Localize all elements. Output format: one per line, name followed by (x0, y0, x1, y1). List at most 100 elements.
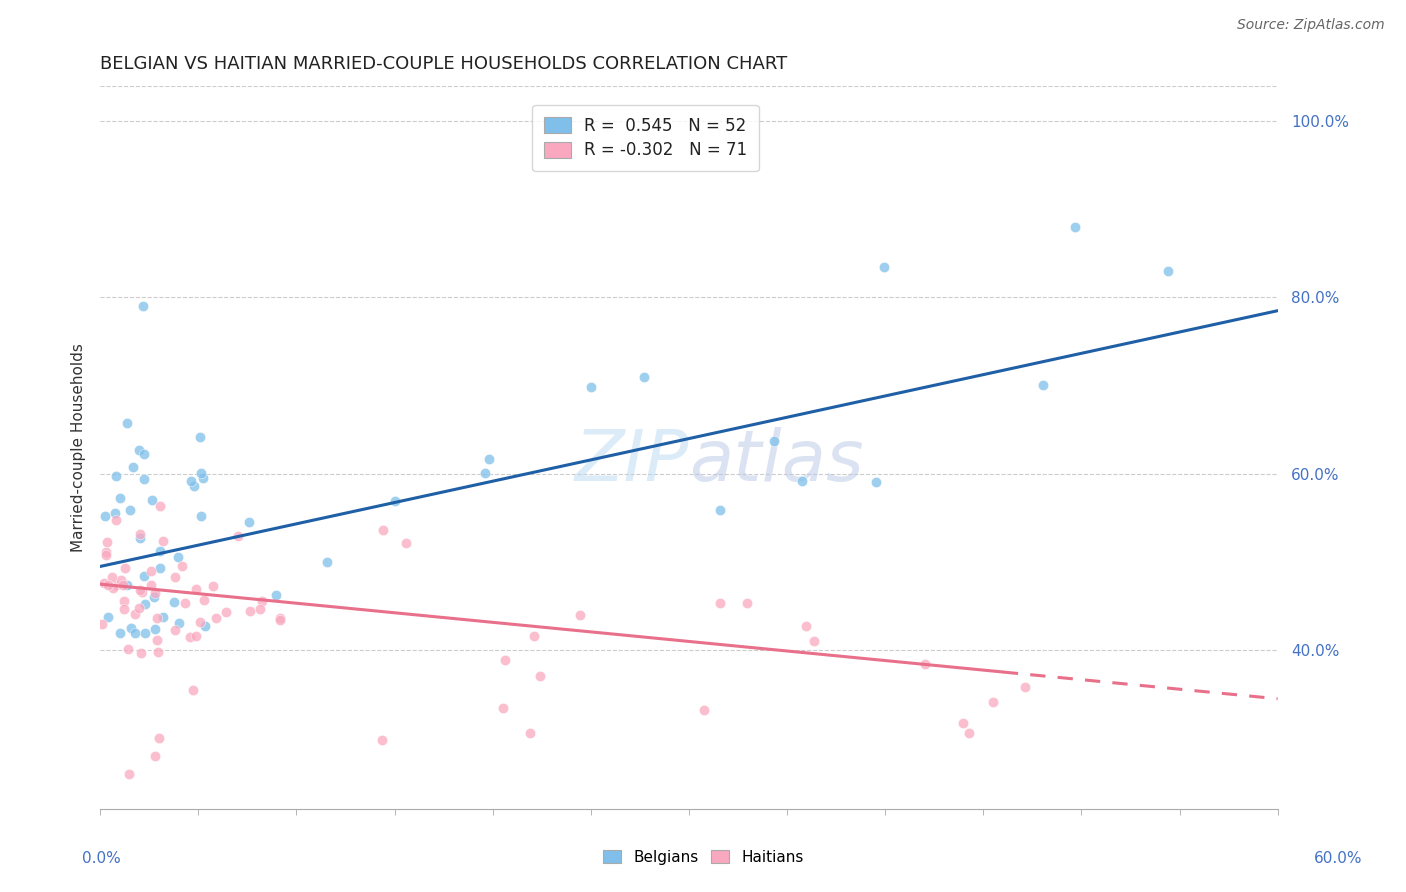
Point (181, 682, 204, 697)
Point (149, 561, 172, 575)
Point (180, 474, 202, 488)
Point (146, 633, 169, 648)
Point (384, 493, 406, 508)
Point (952, 716, 974, 731)
Point (315, 556, 337, 570)
Point (186, 629, 208, 643)
Point (188, 615, 211, 629)
Point (1157, 264, 1180, 278)
Text: ZIP: ZIP (575, 427, 689, 496)
Point (226, 529, 249, 543)
Point (114, 561, 136, 575)
Text: BELGIAN VS HAITIAN MARRIED-COUPLE HOUSEHOLDS CORRELATION CHART: BELGIAN VS HAITIAN MARRIED-COUPLE HOUSEH… (100, 55, 787, 73)
Point (112, 578, 135, 592)
Point (124, 607, 146, 621)
Point (191, 471, 214, 485)
Point (101, 570, 124, 584)
Point (91, 616, 114, 631)
Point (188, 430, 211, 444)
Point (579, 380, 602, 394)
Point (170, 558, 193, 573)
Point (873, 260, 896, 275)
Point (190, 466, 212, 480)
Point (238, 515, 260, 529)
Point (165, 569, 187, 583)
Point (981, 695, 1004, 709)
Point (104, 513, 127, 527)
Point (183, 479, 205, 493)
Point (173, 595, 195, 609)
Point (96, 548, 118, 562)
Point (165, 623, 187, 637)
Point (796, 619, 818, 633)
Point (143, 586, 166, 600)
Point (202, 579, 225, 593)
Point (957, 726, 980, 740)
Point (129, 646, 152, 660)
Point (110, 625, 132, 640)
Point (709, 596, 731, 610)
Point (792, 474, 814, 488)
Point (146, 644, 169, 658)
Point (94, 509, 117, 524)
Point (239, 604, 262, 618)
Point (139, 577, 162, 591)
Point (142, 591, 165, 605)
Point (97, 578, 120, 592)
Text: 60.0%: 60.0% (1315, 851, 1362, 865)
Point (112, 594, 135, 608)
Point (148, 731, 170, 746)
Point (110, 574, 132, 588)
Point (492, 701, 515, 715)
Point (1063, 219, 1085, 234)
Text: atlas: atlas (689, 427, 863, 496)
Point (568, 607, 591, 622)
Point (110, 491, 132, 505)
Point (143, 623, 166, 637)
Point (118, 503, 141, 517)
Point (124, 625, 146, 640)
Point (523, 628, 546, 642)
Point (474, 466, 496, 480)
Point (762, 434, 785, 448)
Point (104, 468, 127, 483)
Point (97, 609, 120, 624)
Point (132, 447, 155, 461)
Point (120, 621, 142, 635)
Point (803, 634, 825, 648)
Point (134, 472, 156, 486)
Point (190, 508, 212, 523)
Point (167, 550, 190, 565)
Point (152, 533, 174, 548)
Point (129, 532, 152, 546)
Point (709, 503, 731, 517)
Point (529, 669, 551, 683)
Point (132, 299, 155, 313)
Point (269, 613, 291, 627)
Point (132, 569, 155, 583)
Point (914, 657, 936, 671)
Point (249, 601, 271, 615)
Point (184, 582, 207, 597)
Point (128, 442, 150, 457)
Point (104, 506, 127, 520)
Point (735, 596, 758, 610)
Point (117, 766, 139, 780)
Point (117, 641, 139, 656)
Point (269, 611, 291, 625)
Text: 0.0%: 0.0% (82, 851, 121, 865)
Point (117, 578, 139, 592)
Point (264, 588, 287, 602)
Point (215, 605, 238, 619)
Point (395, 536, 418, 550)
Point (134, 597, 156, 611)
Point (250, 594, 273, 608)
Point (633, 370, 655, 384)
Point (371, 524, 394, 538)
Point (193, 593, 215, 607)
Point (693, 703, 716, 717)
Text: Source: ZipAtlas.com: Source: ZipAtlas.com (1237, 18, 1385, 32)
Point (93, 576, 115, 591)
Point (143, 749, 166, 764)
Point (134, 625, 156, 640)
